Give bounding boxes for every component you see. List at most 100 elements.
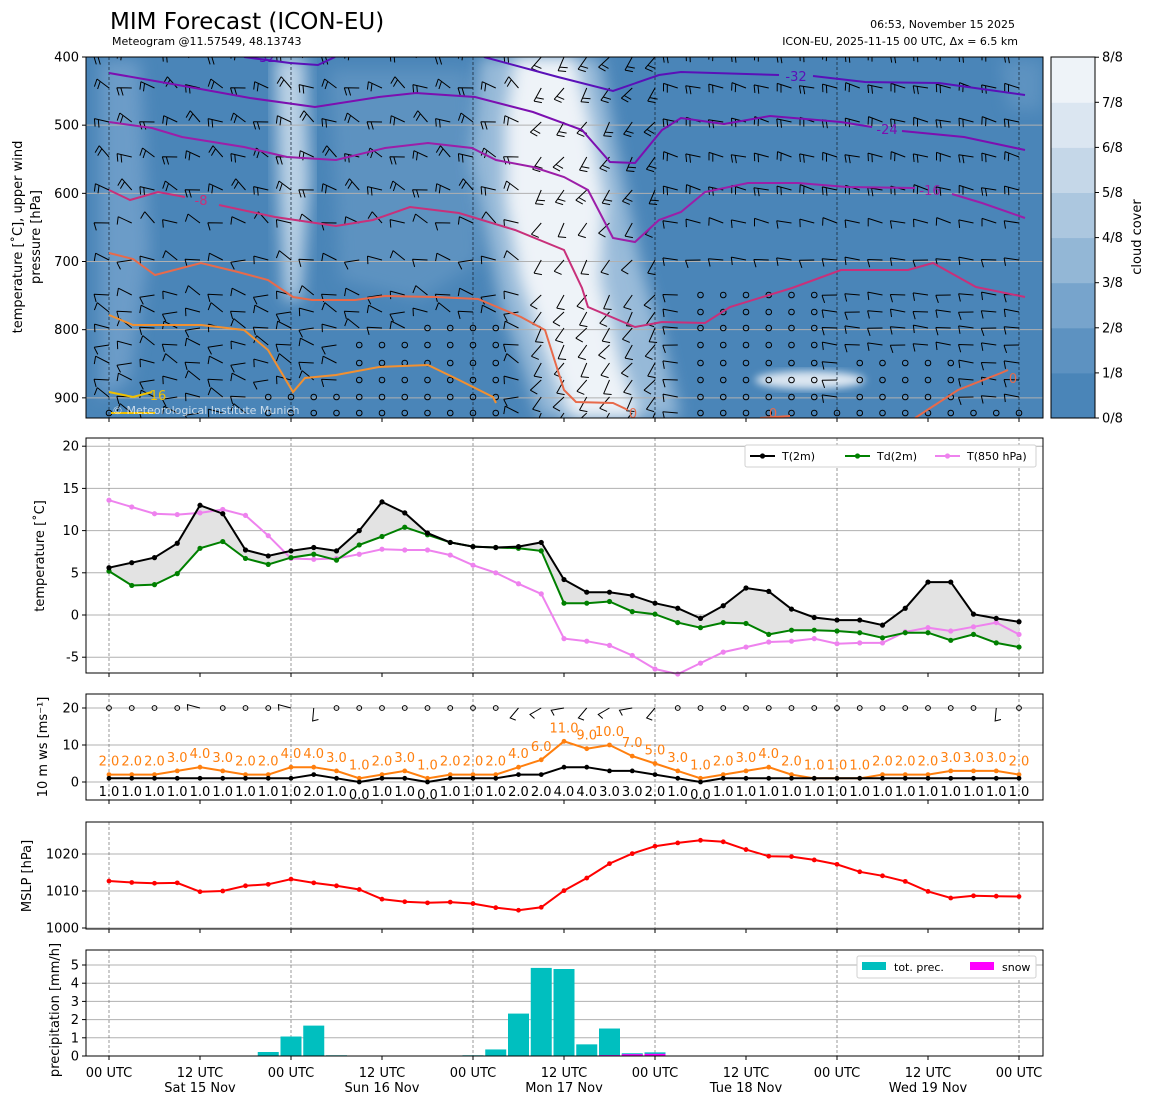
data-point: [720, 775, 726, 781]
data-point: [857, 775, 863, 781]
data-point: [789, 854, 794, 859]
wind-barb-icon: [753, 187, 769, 197]
data-point: [720, 603, 726, 609]
wind-barb-icon: [277, 703, 292, 711]
wind-barb-icon: [822, 151, 838, 162]
data-point: [265, 772, 271, 777]
precip-bar: [599, 1028, 620, 1056]
data-point: [402, 547, 408, 553]
wind-barb-icon: [598, 57, 610, 72]
wind-speed-value-label: 1.0: [121, 785, 142, 800]
data-point: [811, 614, 817, 621]
wind-barb-icon: [139, 304, 155, 314]
wind-barb-icon: [321, 355, 337, 365]
day-label: Mon 17 Nov: [525, 1081, 603, 1096]
data-point: [220, 506, 226, 513]
gust-value-label: 3.0: [394, 751, 415, 766]
gust-value-label: 3.0: [736, 751, 757, 766]
temperature-ylabel: temperature [˚C]: [32, 500, 48, 612]
wind-speed-value-label: 3.0: [622, 785, 643, 800]
wind-barb-icon: [980, 310, 997, 319]
data-point: [766, 588, 772, 594]
wind-barb-icon: [389, 320, 405, 330]
data-point: [902, 605, 908, 611]
wind-barb-icon: [116, 153, 132, 163]
data-point: [606, 589, 613, 595]
wind-barb-icon: [503, 180, 519, 192]
wind-barb-icon: [821, 309, 838, 318]
wind-barb-icon: [799, 218, 815, 228]
wind-barb-icon: [958, 359, 974, 369]
y-tick-label: 0: [71, 609, 79, 624]
wind-barb-icon: [389, 219, 405, 228]
legend-swatch: [862, 962, 886, 970]
wind-barb-icon: [298, 327, 314, 338]
wind-barb-icon: [495, 57, 496, 58]
wind-barb-icon: [912, 259, 929, 269]
colorbar-label: cloud cover: [1130, 199, 1145, 275]
data-point: [743, 644, 749, 650]
wind-barb-icon: [844, 325, 860, 334]
colorbar-band: [1051, 57, 1095, 103]
data-point: [698, 775, 703, 781]
data-point: [720, 839, 726, 845]
wind-barb-icon: [662, 220, 678, 229]
calm-wind-circle: [469, 359, 477, 367]
wind-barb-icon: [1003, 393, 1020, 403]
wind-speed-value-label: 2.0: [645, 785, 666, 800]
x-tick-label: 00 UTC: [632, 1066, 678, 1081]
data-point: [243, 883, 248, 889]
isotherm-line: [108, 391, 153, 399]
x-tick-label: 12 UTC: [177, 1066, 223, 1081]
data-point: [925, 630, 931, 636]
data-point: [470, 562, 476, 568]
data-point: [106, 772, 112, 777]
calm-wind-circle: [424, 705, 431, 711]
wind-barb-icon: [139, 335, 155, 346]
data-point: [356, 779, 362, 785]
data-point: [174, 571, 180, 577]
data-point: [106, 775, 112, 781]
calm-wind-circle: [492, 409, 500, 417]
calm-wind-circle: [355, 341, 363, 349]
wind-barb-icon: [550, 707, 565, 716]
isotherm-label: -24: [876, 123, 897, 138]
wind-barb-icon: [662, 185, 678, 196]
data-point: [538, 904, 544, 910]
y-tick-label: -5: [66, 651, 79, 666]
wind-barb-icon: [889, 344, 906, 354]
wind-barb-icon: [343, 310, 360, 320]
gust-value-label: 6.0: [531, 740, 552, 755]
wind-barb-icon: [533, 87, 544, 104]
calm-wind-circle: [333, 705, 340, 711]
data-point: [288, 548, 294, 554]
wind-barb-icon: [844, 57, 860, 63]
wind-barb-icon: [389, 250, 406, 261]
data-point: [243, 772, 248, 777]
data-point: [152, 775, 157, 781]
wind-speed-value-label: 3.0: [599, 785, 620, 800]
data-point: [197, 775, 203, 781]
data-point: [129, 560, 135, 566]
wind-barb-icon: [576, 379, 588, 395]
data-point: [356, 887, 362, 892]
calm-wind-circle: [810, 393, 818, 401]
data-point: [629, 753, 635, 759]
data-point: [629, 609, 635, 615]
data-point: [425, 779, 430, 785]
wind-barb-icon: [981, 57, 997, 62]
gust-value-label: 3.0: [326, 751, 347, 766]
calm-wind-circle: [810, 376, 818, 384]
data-point: [220, 768, 226, 774]
wind-barb-icon: [935, 341, 951, 351]
wind-barb-icon: [618, 707, 633, 716]
wind-panel: 2.0 2.0 2.0 3.0 4.0 3.0 2.0 2.0 4.0 4.0 3.0 1.0 2.0 3…: [36, 693, 1044, 804]
calm-wind-circle: [355, 393, 363, 401]
data-point: [561, 888, 567, 894]
wind-barb-icon: [298, 84, 314, 94]
data-point: [584, 875, 590, 881]
data-point: [174, 775, 180, 781]
data-point: [720, 649, 726, 655]
data-point: [220, 888, 226, 894]
data-point: [265, 553, 271, 559]
